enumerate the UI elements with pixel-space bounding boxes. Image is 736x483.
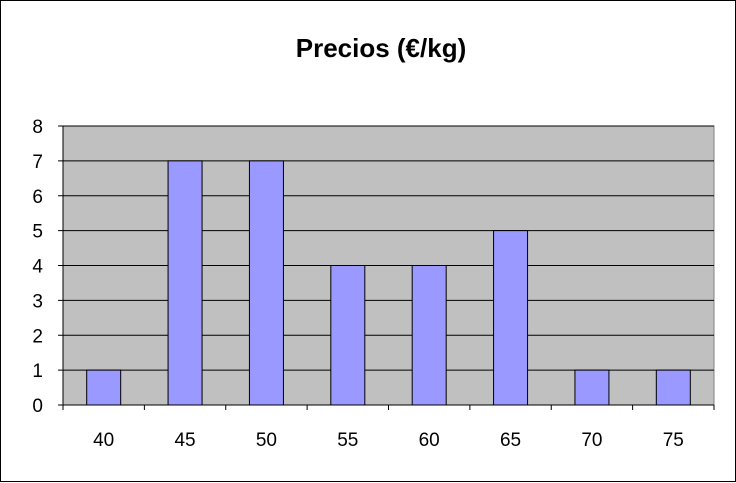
x-tick-label: 75 [663,430,684,451]
y-tick-label: 3 [32,291,43,312]
y-axis: 0 1 2 3 4 5 6 7 8 [32,117,64,417]
y-tick-label: 1 [32,361,43,382]
x-tick-label: 50 [256,430,277,451]
y-tick-label: 0 [32,396,43,417]
y-tick-label: 6 [32,187,43,208]
bar [411,265,447,406]
bar [86,369,122,406]
y-tick-label: 2 [32,326,43,347]
chart-title: Precios (€/kg) [296,33,467,63]
x-tick-label: 55 [337,430,358,451]
bars [86,160,691,406]
bar [574,369,610,406]
x-axis: 40 45 50 55 60 65 70 75 [62,404,715,451]
x-tick-label: 70 [581,430,602,451]
bar [248,160,284,406]
y-tick-label: 4 [32,257,43,278]
y-tick-label: 5 [32,222,43,243]
bar [493,230,529,406]
y-tick-label: 7 [32,152,43,173]
x-tick-label: 45 [174,430,195,451]
x-tick-label: 40 [93,430,114,451]
bar [330,265,366,406]
bar [167,160,203,406]
y-tick-label: 8 [32,117,43,138]
bar [655,369,691,406]
x-tick-label: 60 [419,430,440,451]
x-tick-label: 65 [500,430,521,451]
